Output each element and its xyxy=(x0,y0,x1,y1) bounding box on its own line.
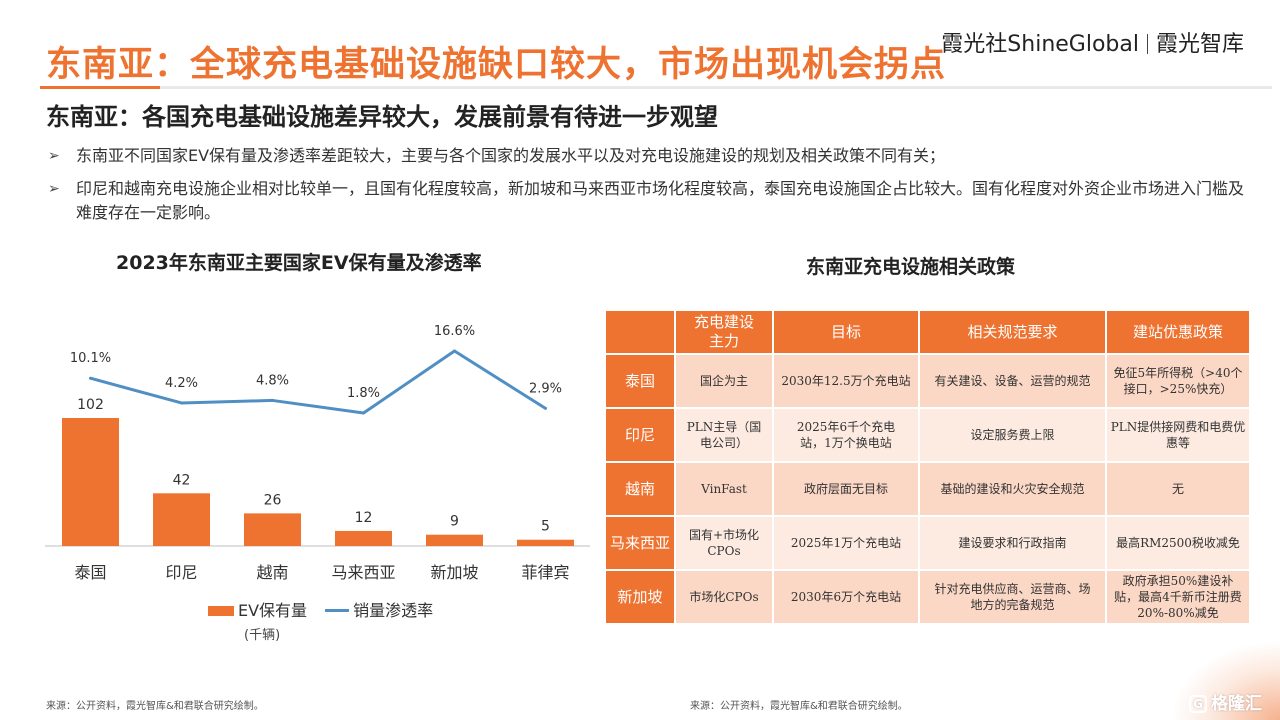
table-cell: 2025年6千个充电站，1万个换电站 xyxy=(772,407,920,463)
bullet-list: ➢ 东南亚不同国家EV保有量及渗透率差距较大，主要与各个国家的发展水平以及对充电… xyxy=(48,144,1248,234)
line-value-label: 1.8% xyxy=(347,386,380,401)
table-header-row: 充电建设主力 目标 相关规范要求 建站优惠政策 xyxy=(604,309,1251,355)
bullet-text: 东南亚不同国家EV保有量及渗透率差距较大，主要与各个国家的发展水平以及对充电设施… xyxy=(76,146,946,165)
title-divider xyxy=(40,86,1272,89)
line-value-label: 2.9% xyxy=(529,381,562,396)
section-subtitle: 东南亚：各国充电基础设施差异较大，发展前景有待进一步观望 xyxy=(46,103,718,131)
legend-bar-swatch xyxy=(208,606,234,616)
bar-ev-stock xyxy=(62,418,119,546)
title-divider-accent xyxy=(40,86,160,89)
chart-legend: EV保有量 销量渗透率 xyxy=(208,597,433,621)
table-cell: 针对充电供应商、运营商、场地方的完备规范 xyxy=(918,569,1107,625)
chart-title: 2023年东南亚主要国家EV保有量及渗透率 xyxy=(116,252,482,274)
brand-logo: 霞光社ShineGlobal 霞光智库 xyxy=(941,26,1244,58)
category-tick-label: 马来西亚 xyxy=(331,563,395,582)
watermark: G 格隆汇 xyxy=(1189,689,1262,714)
header-cell: 充电建设主力 xyxy=(674,309,774,355)
table-cell: 免征5年所得税（>40个接口，>25%快充） xyxy=(1105,353,1251,409)
bullet-text: 印尼和越南充电设施企业相对比较单一，且国有化程度较高，新加坡和马来西亚市场化程度… xyxy=(76,179,1245,222)
table-cell: 有关建设、设备、运营的规范 xyxy=(918,353,1107,409)
brand-right: 霞光智库 xyxy=(1155,32,1244,57)
category-tick-label: 新加坡 xyxy=(430,563,478,582)
line-value-label: 4.2% xyxy=(165,376,198,391)
country-cell: 越南 xyxy=(604,461,676,517)
corner-decoration xyxy=(1170,640,1280,720)
bar-value-label: 102 xyxy=(77,397,104,413)
table-cell: PLN提供接网费和电费优惠等 xyxy=(1105,407,1251,463)
bar-ev-stock xyxy=(426,534,483,546)
table-row: 新加坡 市场化CPOs 2030年6万个充电站 针对充电供应商、运营商、场地方的… xyxy=(604,569,1251,625)
country-cell: 马来西亚 xyxy=(604,515,676,571)
policy-table: 充电建设主力 目标 相关规范要求 建站优惠政策 泰国 国企为主 2030年12.… xyxy=(604,309,1251,625)
watermark-logo-icon: G xyxy=(1189,695,1207,713)
bar-value-label: 26 xyxy=(264,492,282,508)
bullet-item: ➢ 东南亚不同国家EV保有量及渗透率差距较大，主要与各个国家的发展水平以及对充电… xyxy=(48,144,1248,168)
source-note-right: 来源：公开资料，霞光智库&和君联合研究绘制。 xyxy=(690,701,908,712)
table-cell: 2030年12.5万个充电站 xyxy=(772,353,920,409)
table-cell: VinFast xyxy=(674,461,774,517)
bar-value-label: 42 xyxy=(173,472,191,488)
category-tick-label: 泰国 xyxy=(74,563,106,582)
line-point xyxy=(271,398,274,402)
legend-bar-label: EV保有量 xyxy=(238,601,308,620)
line-value-label: 4.8% xyxy=(256,373,289,388)
header-cell: 建站优惠政策 xyxy=(1105,309,1251,355)
country-cell: 泰国 xyxy=(604,353,676,409)
table-cell: 最高RM2500税收减免 xyxy=(1105,515,1251,571)
table-cell: 2025年1万个充电站 xyxy=(772,515,920,571)
line-point xyxy=(180,401,183,405)
watermark-text: 格隆汇 xyxy=(1211,694,1262,714)
table-cell: 基础的建设和火灾安全规范 xyxy=(918,461,1107,517)
source-note-left: 来源：公开资料，霞光智库&和君联合研究绘制。 xyxy=(46,701,264,712)
brand-en: ShineGlobal xyxy=(1007,32,1139,57)
legend-line-label: 销量渗透率 xyxy=(353,601,434,620)
line-point xyxy=(89,376,92,380)
legend-unit: (千辆) xyxy=(244,628,281,643)
table-cell: 国企为主 xyxy=(674,353,774,409)
country-cell: 新加坡 xyxy=(604,569,676,625)
table-cell: PLN主导（国电公司） xyxy=(674,407,774,463)
line-value-label: 10.1% xyxy=(70,351,111,366)
table-cell: 国有+市场化CPOs xyxy=(674,515,774,571)
bar-value-label: 12 xyxy=(355,510,373,526)
table-cell: 建设要求和行政指南 xyxy=(918,515,1107,571)
page-title: 东南亚：全球充电基础设施缺口较大，市场出现机会拐点 xyxy=(46,45,947,85)
table-row: 泰国 国企为主 2030年12.5万个充电站 有关建设、设备、运营的规范 免征5… xyxy=(604,353,1251,409)
table-cell: 市场化CPOs xyxy=(674,569,774,625)
bar-ev-stock xyxy=(517,539,574,546)
table-row: 马来西亚 国有+市场化CPOs 2025年1万个充电站 建设要求和行政指南 最高… xyxy=(604,515,1251,571)
table-cell: 设定服务费上限 xyxy=(918,407,1107,463)
table-cell: 政府承担50%建设补贴，最高4千新币注册费20%-80%减免 xyxy=(1105,569,1251,625)
bar-ev-stock xyxy=(335,530,392,546)
table-cell: 无 xyxy=(1105,461,1251,517)
penetration-rate-line xyxy=(90,349,547,415)
category-tick-label: 菲律宾 xyxy=(521,563,569,582)
brand-separator xyxy=(1146,34,1148,54)
line-point xyxy=(453,349,456,353)
header-cell: 相关规范要求 xyxy=(918,309,1107,355)
bar-ev-stock xyxy=(153,493,210,546)
legend-line-swatch xyxy=(325,609,350,612)
brand-cn: 霞光社 xyxy=(941,32,1008,57)
bar-ev-stock xyxy=(244,513,301,546)
table-cell: 2030年6万个充电站 xyxy=(772,569,920,625)
bar-value-label: 9 xyxy=(450,514,459,530)
category-tick-label: 越南 xyxy=(256,563,288,582)
bullet-arrow-icon: ➢ xyxy=(48,181,60,197)
line-value-label: 16.6% xyxy=(434,324,475,339)
line-point xyxy=(362,411,365,415)
line-point xyxy=(544,406,547,410)
table-cell: 政府层面无目标 xyxy=(772,461,920,517)
bullet-arrow-icon: ➢ xyxy=(48,148,60,164)
bar-value-label: 5 xyxy=(541,519,550,535)
table-row: 印尼 PLN主导（国电公司） 2025年6千个充电站，1万个换电站 设定服务费上… xyxy=(604,407,1251,463)
bullet-item: ➢ 印尼和越南充电设施企业相对比较单一，且国有化程度较高，新加坡和马来西亚市场化… xyxy=(48,177,1248,225)
category-tick-label: 印尼 xyxy=(165,563,197,582)
table-row: 越南 VinFast 政府层面无目标 基础的建设和火灾安全规范 无 xyxy=(604,461,1251,517)
table-title: 东南亚充电设施相关政策 xyxy=(806,256,1016,278)
header-cell xyxy=(604,309,676,355)
country-cell: 印尼 xyxy=(604,407,676,463)
ev-chart: 102 泰国 42 印尼 26 越南 12 马来西亚 9 新加坡 5 菲律宾 10.1% 4.2% 4.8%… xyxy=(45,324,590,582)
header-cell: 目标 xyxy=(772,309,920,355)
